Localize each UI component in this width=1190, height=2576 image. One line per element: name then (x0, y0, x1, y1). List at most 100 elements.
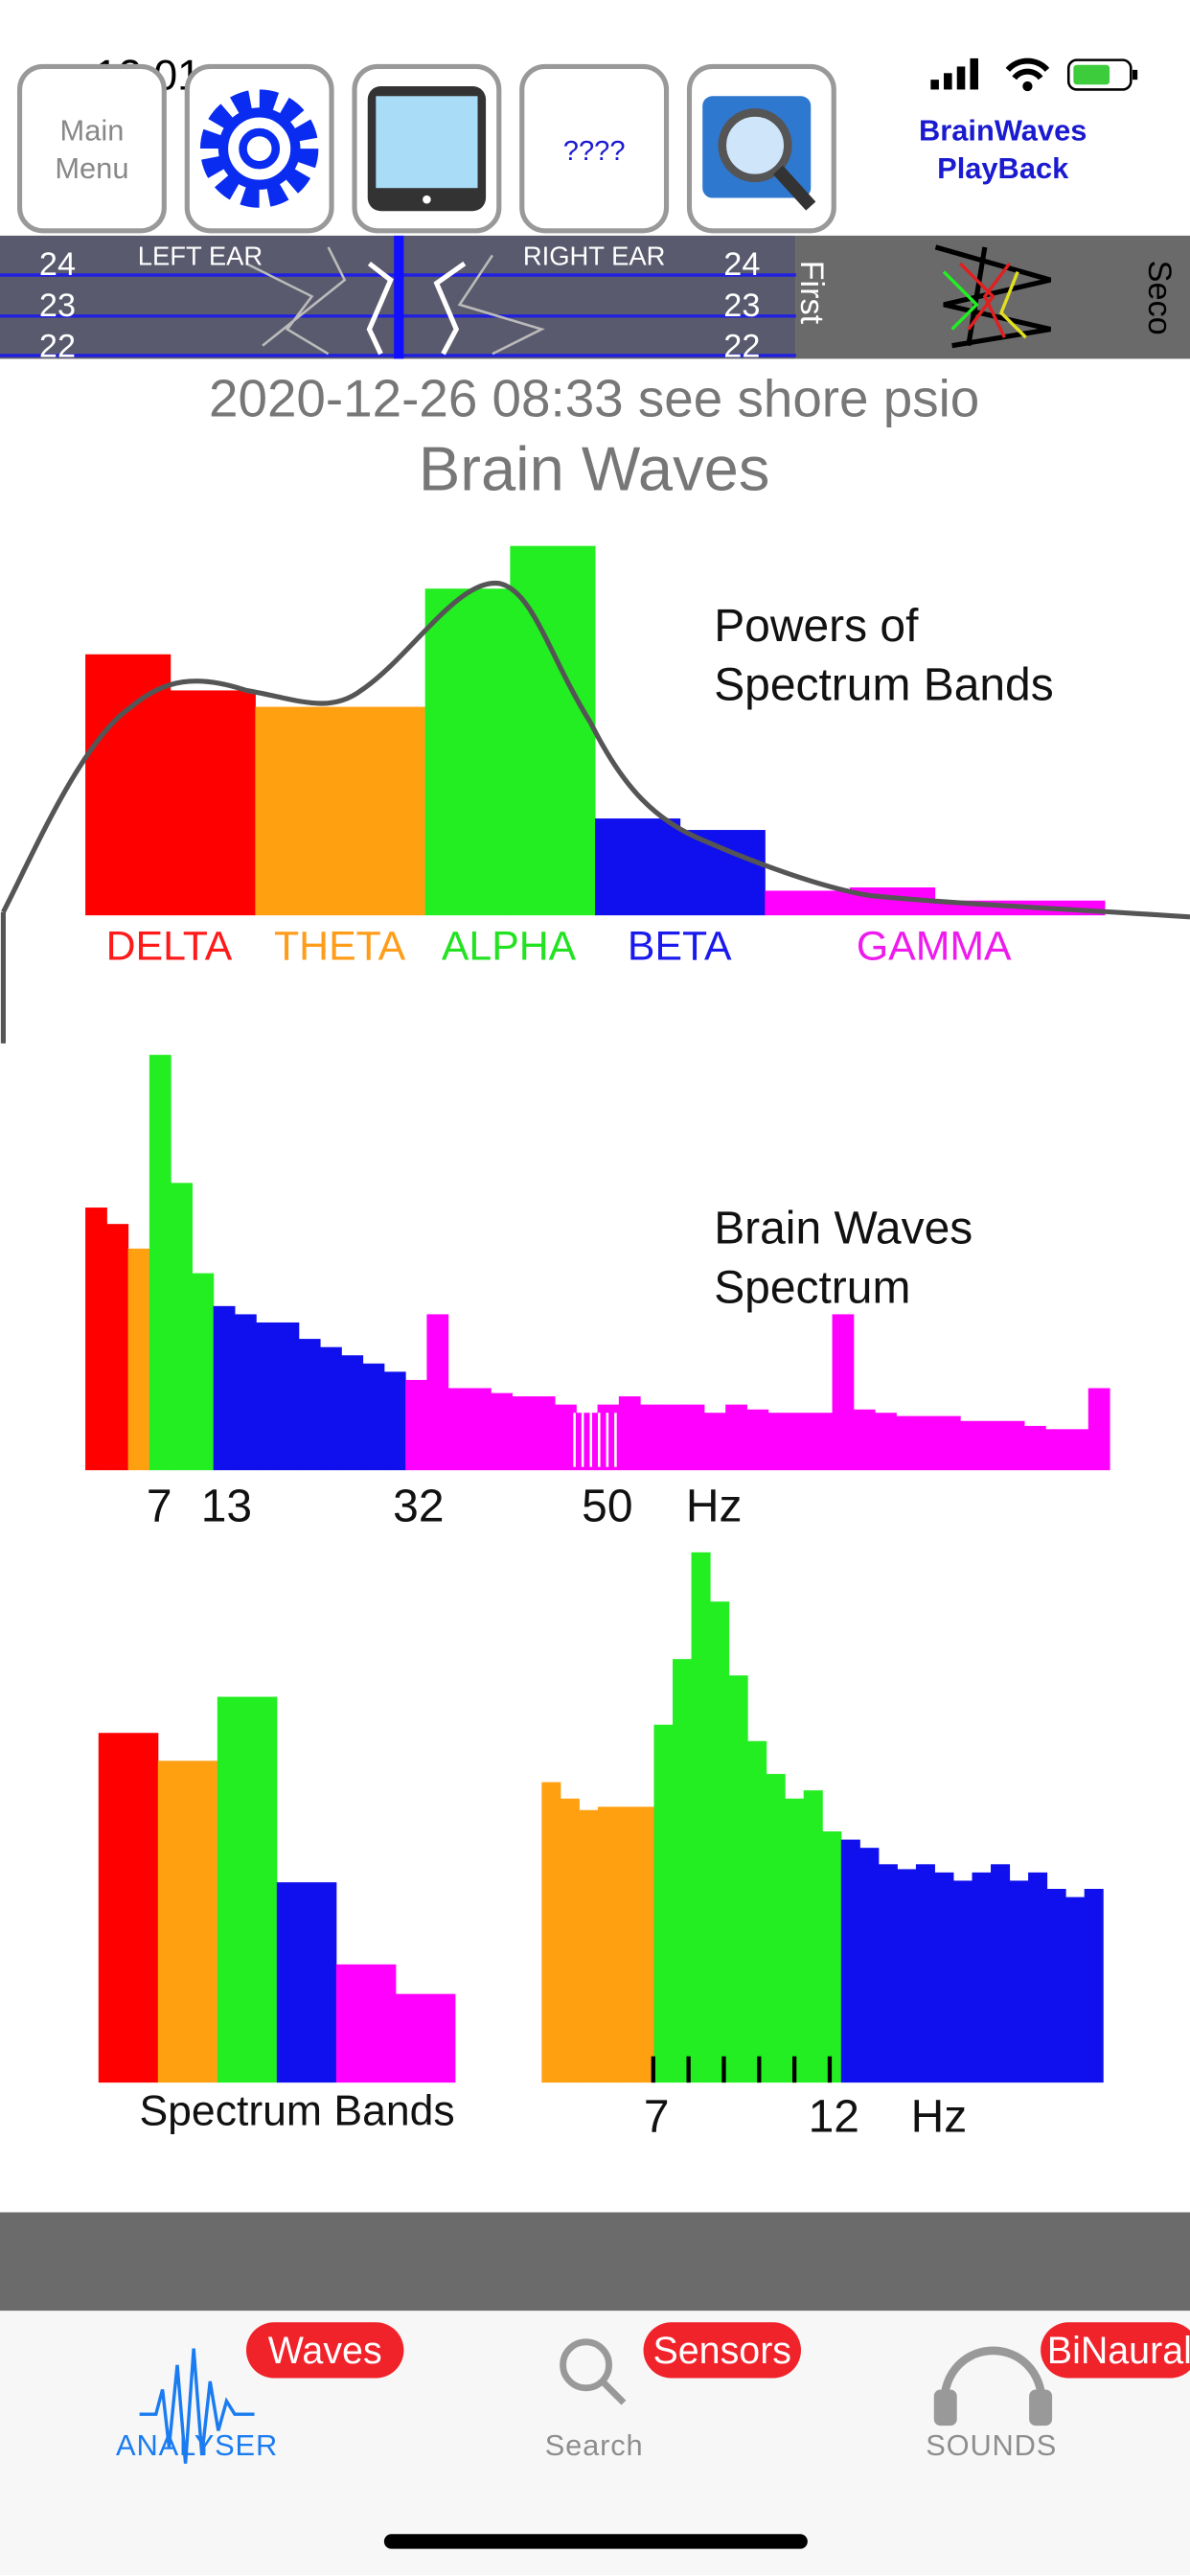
bar (579, 1809, 599, 2083)
tab-label[interactable]: ANALYSER (116, 2428, 278, 2462)
bar (597, 1806, 617, 2083)
bar (1002, 1420, 1025, 1471)
status-icons (930, 58, 1138, 92)
bar (853, 1409, 876, 1471)
toolbar-main-menu[interactable]: Main Menu (16, 63, 167, 234)
tab-badge (1041, 2322, 1190, 2379)
bar (1087, 1388, 1110, 1471)
bar (341, 1355, 364, 1471)
bar (896, 1415, 919, 1471)
tab-label[interactable]: SOUNDS (926, 2428, 1057, 2462)
bar (340, 706, 426, 916)
bar (395, 1993, 456, 2083)
bar (822, 1831, 842, 2083)
bar (1065, 1897, 1086, 2083)
bar (747, 1740, 767, 2083)
bar (213, 1305, 236, 1471)
bar (555, 1404, 577, 1471)
playback-label[interactable]: BrainWaves (919, 114, 1087, 148)
ear-tick: 23 (723, 288, 760, 324)
home-indicator (383, 2534, 808, 2549)
bar (276, 1882, 337, 2083)
bar (491, 1392, 514, 1471)
bar (616, 1806, 636, 2083)
strip-second: Seco (1141, 261, 1178, 335)
bar (767, 1413, 790, 1471)
chart-note: Spectrum (714, 1262, 910, 1313)
bar (383, 1371, 406, 1471)
ear-tick: 24 (723, 246, 760, 283)
gray-band (0, 2212, 1190, 2312)
bar (533, 1396, 556, 1471)
ear-tick: 24 (39, 246, 76, 283)
spectrum-chart: 7 13 32 50 Hz (85, 1054, 1110, 1531)
chart-note: Spectrum Bands (714, 660, 1054, 711)
bar (362, 1363, 385, 1471)
bar (728, 1675, 748, 2083)
strip-first: First (793, 261, 830, 325)
bar (917, 1415, 940, 1471)
alpha-zoom-chart: 7 12 Hz (541, 1552, 1104, 2143)
tab-badge-label: Waves (268, 2330, 382, 2372)
toolbar-unknown[interactable]: ???? (519, 63, 670, 234)
tab-icon-search-handle (600, 2379, 627, 2405)
bar (960, 1420, 982, 1471)
band-label: ALPHA (442, 923, 577, 969)
tab-badge-label: BiNaural (1047, 2330, 1190, 2372)
bar (991, 1864, 1011, 2083)
bar (661, 1404, 684, 1471)
tabs: Waves ANALYSER Sensors Search BiNaural SOUNDS (116, 2322, 1190, 2462)
bar (878, 1864, 898, 2083)
x-label: 7 (644, 2092, 670, 2143)
ear-tick: 23 (39, 288, 76, 324)
toolbar-settings[interactable] (184, 63, 334, 234)
ear-strip (0, 235, 1190, 359)
chart-note: Brain Waves (714, 1204, 973, 1254)
bar (897, 1869, 917, 2083)
bar (811, 1413, 834, 1471)
band-powers-chart: DELTA THETA ALPHA BETA GAMMA (85, 545, 1106, 969)
band-label: GAMMA (857, 923, 1012, 969)
bar (679, 830, 766, 916)
chart-heading: Brain Waves (419, 433, 769, 503)
bar (149, 1054, 172, 1471)
bar (634, 1806, 655, 2083)
bar (298, 1339, 321, 1471)
tab-icon-headphones (939, 2346, 1047, 2406)
toolbar-tablet[interactable] (352, 63, 502, 234)
bar (640, 1404, 662, 1471)
tab-label[interactable]: Search (545, 2428, 644, 2462)
bar (710, 1601, 730, 2083)
bar (915, 1864, 935, 2083)
session-title: 2020-12-26 08:33 see shore psio (209, 368, 979, 427)
x-label: Hz (911, 2092, 968, 2143)
tab-icon-headphones (933, 2389, 957, 2426)
bar (1023, 1425, 1046, 1471)
bar (1009, 1880, 1029, 2083)
bar (405, 1379, 427, 1471)
bar (335, 1964, 397, 2083)
tab-icon-search (560, 2338, 612, 2392)
toolbar-search-folder[interactable] (686, 63, 836, 234)
bar (766, 1774, 786, 2083)
bar (840, 1839, 860, 2083)
tab-badge (245, 2322, 404, 2379)
bar (426, 1314, 449, 1471)
bar (785, 1798, 805, 2083)
bar (510, 545, 596, 916)
bar (725, 1404, 747, 1471)
x-label: 13 (201, 1481, 252, 1531)
tab-badge-label: Sensors (653, 2330, 792, 2372)
bar (469, 1388, 492, 1471)
bar (952, 1880, 973, 2083)
bar (85, 1208, 107, 1471)
band-label: DELTA (106, 923, 233, 969)
playback-label[interactable]: PlayBack (937, 151, 1069, 185)
bar (576, 1413, 599, 1471)
tab-badge (643, 2322, 801, 2379)
bar (255, 706, 341, 916)
ear-tick: 22 (39, 329, 76, 365)
bar (673, 1659, 693, 2083)
bar (703, 1413, 726, 1471)
